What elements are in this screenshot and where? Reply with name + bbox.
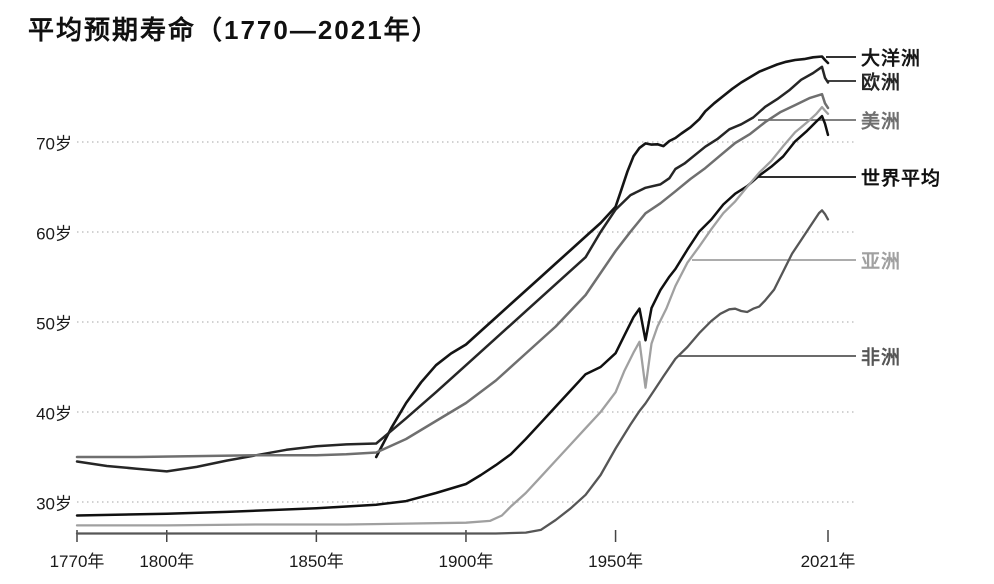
- legend-label-oceania: 大洋洲: [861, 48, 922, 70]
- legend-label-africa: 非洲: [861, 347, 902, 369]
- series-line-世界平均: [75, 114, 830, 517]
- x-tick-label-1770: 1770年: [49, 552, 105, 571]
- y-tick-label-70: 70岁: [36, 134, 72, 154]
- x-tick-label-1800: 1800年: [139, 552, 195, 571]
- series-line-亚洲: [75, 105, 830, 527]
- y-tick-label-40: 40岁: [36, 404, 72, 424]
- legend-label-asia: 亚洲: [861, 251, 902, 273]
- legend-label-americas: 美洲: [861, 111, 902, 133]
- series-line-欧洲: [75, 65, 830, 473]
- y-tick-label-60: 60岁: [36, 224, 72, 244]
- x-tick-label-1950: 1950年: [588, 552, 643, 571]
- x-tick-label-2021: 2021年: [800, 552, 856, 571]
- y-tick-label-50: 50岁: [36, 314, 72, 334]
- legend-label-world-average: 世界平均: [861, 168, 942, 190]
- x-tick-label-1850: 1850年: [288, 552, 344, 571]
- legend-label-europe: 欧洲: [861, 72, 902, 94]
- y-tick-label-30: 30岁: [36, 494, 72, 514]
- series-line-非洲: [75, 209, 830, 535]
- x-tick-label-1900: 1900年: [438, 552, 494, 571]
- series-line-美洲: [75, 92, 830, 459]
- series-line-大洋洲: [374, 55, 830, 459]
- chart-title: 平均预期寿命（1770—2021年）: [28, 15, 440, 45]
